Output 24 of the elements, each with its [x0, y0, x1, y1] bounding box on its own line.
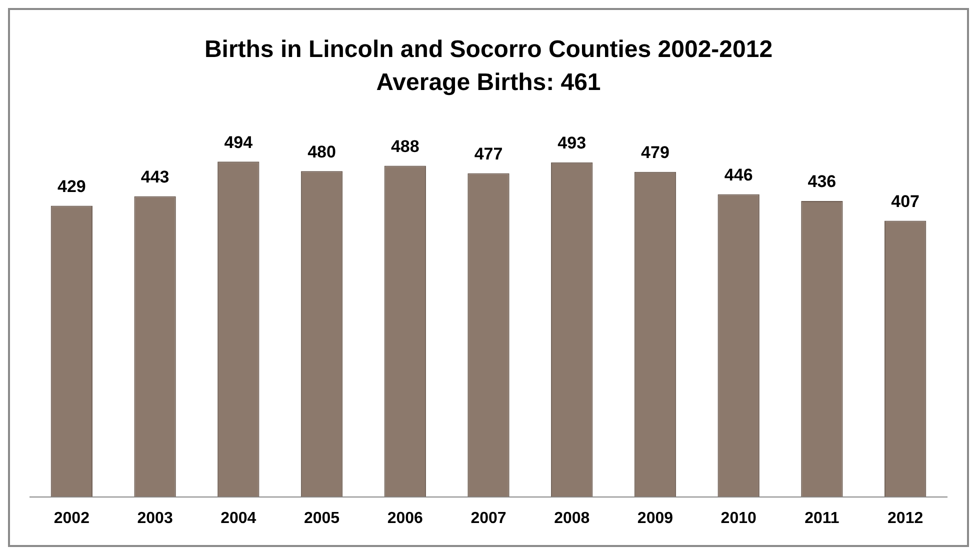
data-label: 407 [891, 192, 920, 211]
x-tick-label: 2004 [220, 510, 256, 527]
x-tick-label: 2006 [387, 510, 424, 527]
x-tick-label: 2002 [54, 510, 90, 527]
chart-title: Births in Lincoln and Socorro Counties 2002-2012 [204, 36, 773, 64]
x-tick-label: 2007 [470, 510, 506, 527]
data-label: 443 [140, 167, 170, 186]
data-label: 446 [724, 165, 753, 184]
x-tick-label: 2009 [637, 510, 674, 527]
x-tick-label: 2003 [137, 510, 173, 527]
x-tick-label: 2008 [554, 510, 590, 527]
data-label: 480 [308, 142, 336, 162]
chart-subtitle: Average Births: 461 [376, 68, 601, 96]
data-label: 494 [224, 132, 254, 152]
data-label: 493 [558, 134, 586, 153]
x-tick-label: 2005 [304, 510, 340, 527]
data-label: 479 [641, 143, 670, 162]
x-tick-label: 2010 [720, 510, 756, 527]
data-label: 436 [808, 172, 836, 192]
data-label: 429 [57, 176, 86, 196]
x-tick-label: 2011 [804, 510, 840, 527]
data-label: 477 [474, 144, 503, 164]
data-label: 488 [390, 136, 420, 156]
x-tick-label: 2012 [888, 510, 924, 527]
